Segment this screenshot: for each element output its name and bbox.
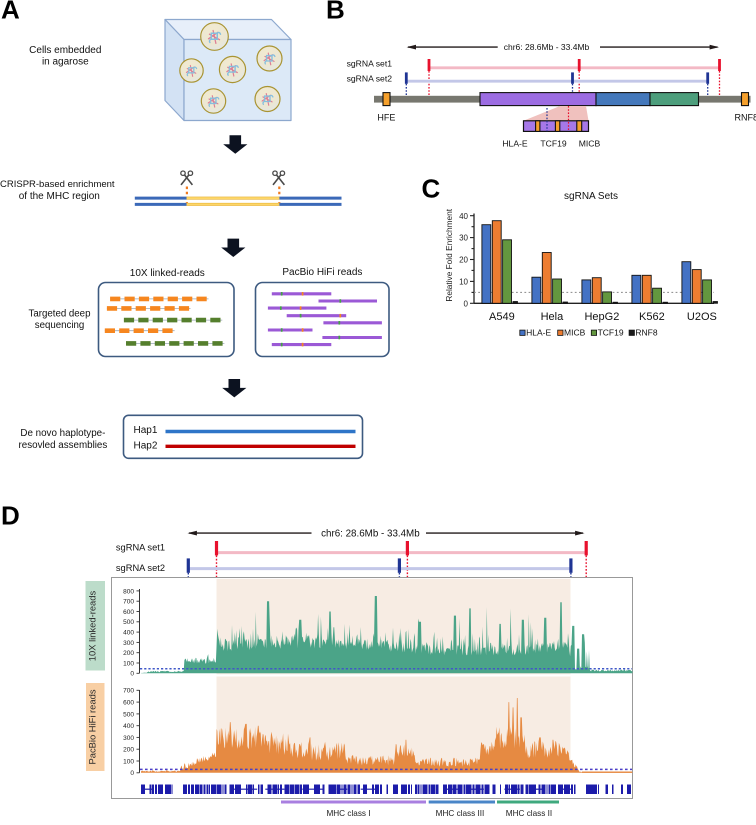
svg-text:Targeted deep: Targeted deep [29, 309, 91, 320]
svg-text:in agarose: in agarose [42, 57, 89, 68]
svg-text:10: 10 [459, 278, 468, 287]
svg-text:MICB: MICB [564, 327, 586, 337]
svg-text:Hela: Hela [541, 311, 565, 323]
svg-text:Cells embedded: Cells embedded [29, 45, 101, 56]
svg-text:20: 20 [459, 256, 468, 265]
svg-text:RNF8: RNF8 [635, 327, 657, 337]
svg-text:PacBio HiFi reads: PacBio HiFi reads [282, 267, 362, 278]
svg-text:500: 500 [123, 711, 134, 718]
svg-text:10X linked-reads: 10X linked-reads [130, 268, 205, 279]
svg-text:PacBio HiFi reads: PacBio HiFi reads [87, 689, 98, 764]
svg-text:sgRNA Sets: sgRNA Sets [564, 191, 618, 202]
svg-text:100: 100 [123, 660, 134, 667]
svg-text:sgRNA set1: sgRNA set1 [116, 543, 165, 553]
svg-text:HFE: HFE [377, 113, 395, 123]
svg-text:700: 700 [123, 688, 134, 695]
svg-text:400: 400 [123, 723, 134, 730]
svg-text:600: 600 [123, 700, 134, 707]
svg-text:200: 200 [123, 747, 134, 754]
svg-text:De novo haplotype-: De novo haplotype- [20, 428, 105, 439]
svg-text:U2OS: U2OS [687, 311, 717, 323]
svg-text:MICB: MICB [579, 139, 601, 149]
svg-text:400: 400 [123, 630, 134, 637]
svg-text:K562: K562 [639, 311, 665, 323]
svg-text:HepG2: HepG2 [584, 311, 619, 323]
svg-text:A549: A549 [489, 311, 515, 323]
svg-text:C: C [422, 174, 441, 204]
svg-text:30: 30 [459, 234, 468, 243]
svg-text:HLA-E: HLA-E [502, 139, 528, 149]
svg-text:0: 0 [130, 671, 134, 678]
svg-text:sequencing: sequencing [35, 320, 85, 331]
svg-text:B: B [326, 0, 345, 24]
svg-text:of the MHC region: of the MHC region [19, 191, 100, 202]
svg-text:800: 800 [123, 588, 134, 595]
svg-text:600: 600 [123, 609, 134, 616]
svg-text:A: A [1, 0, 20, 25]
svg-text:sgRNA set1: sgRNA set1 [347, 59, 393, 69]
svg-text:Relative Fold Enrichment: Relative Fold Enrichment [444, 208, 454, 301]
svg-text:resovled assemblies: resovled assemblies [19, 440, 108, 451]
svg-text:Hap2: Hap2 [134, 441, 158, 452]
svg-text:0: 0 [464, 299, 469, 308]
svg-text:TCF19: TCF19 [540, 139, 566, 149]
svg-text:sgRNA set2: sgRNA set2 [116, 563, 165, 573]
svg-text:MHC class II: MHC class II [506, 809, 552, 818]
svg-text:40: 40 [459, 212, 468, 221]
svg-text:10X linked-reads: 10X linked-reads [87, 591, 98, 662]
svg-text:200: 200 [123, 650, 134, 657]
svg-text:RNF8: RNF8 [735, 113, 756, 123]
svg-text:CRISPR-based enrichment: CRISPR-based enrichment [0, 179, 115, 190]
svg-text:MHC class I: MHC class I [326, 809, 370, 818]
svg-text:chr6: 28.6Mb - 33.4Mb: chr6: 28.6Mb - 33.4Mb [504, 42, 590, 52]
svg-text:MHC class III: MHC class III [436, 809, 485, 818]
svg-text:300: 300 [123, 640, 134, 647]
svg-text:sgRNA set2: sgRNA set2 [347, 74, 393, 84]
svg-text:TCF19: TCF19 [598, 327, 624, 337]
svg-text:100: 100 [123, 758, 134, 765]
svg-text:HLA-E: HLA-E [526, 327, 551, 337]
svg-text:chr6: 28.6Mb - 33.4Mb: chr6: 28.6Mb - 33.4Mb [321, 529, 420, 540]
svg-text:300: 300 [123, 735, 134, 742]
svg-text:500: 500 [123, 619, 134, 626]
svg-text:Hap1: Hap1 [134, 425, 158, 436]
svg-text:0: 0 [130, 770, 134, 777]
svg-text:D: D [1, 501, 20, 531]
svg-text:700: 700 [123, 599, 134, 606]
